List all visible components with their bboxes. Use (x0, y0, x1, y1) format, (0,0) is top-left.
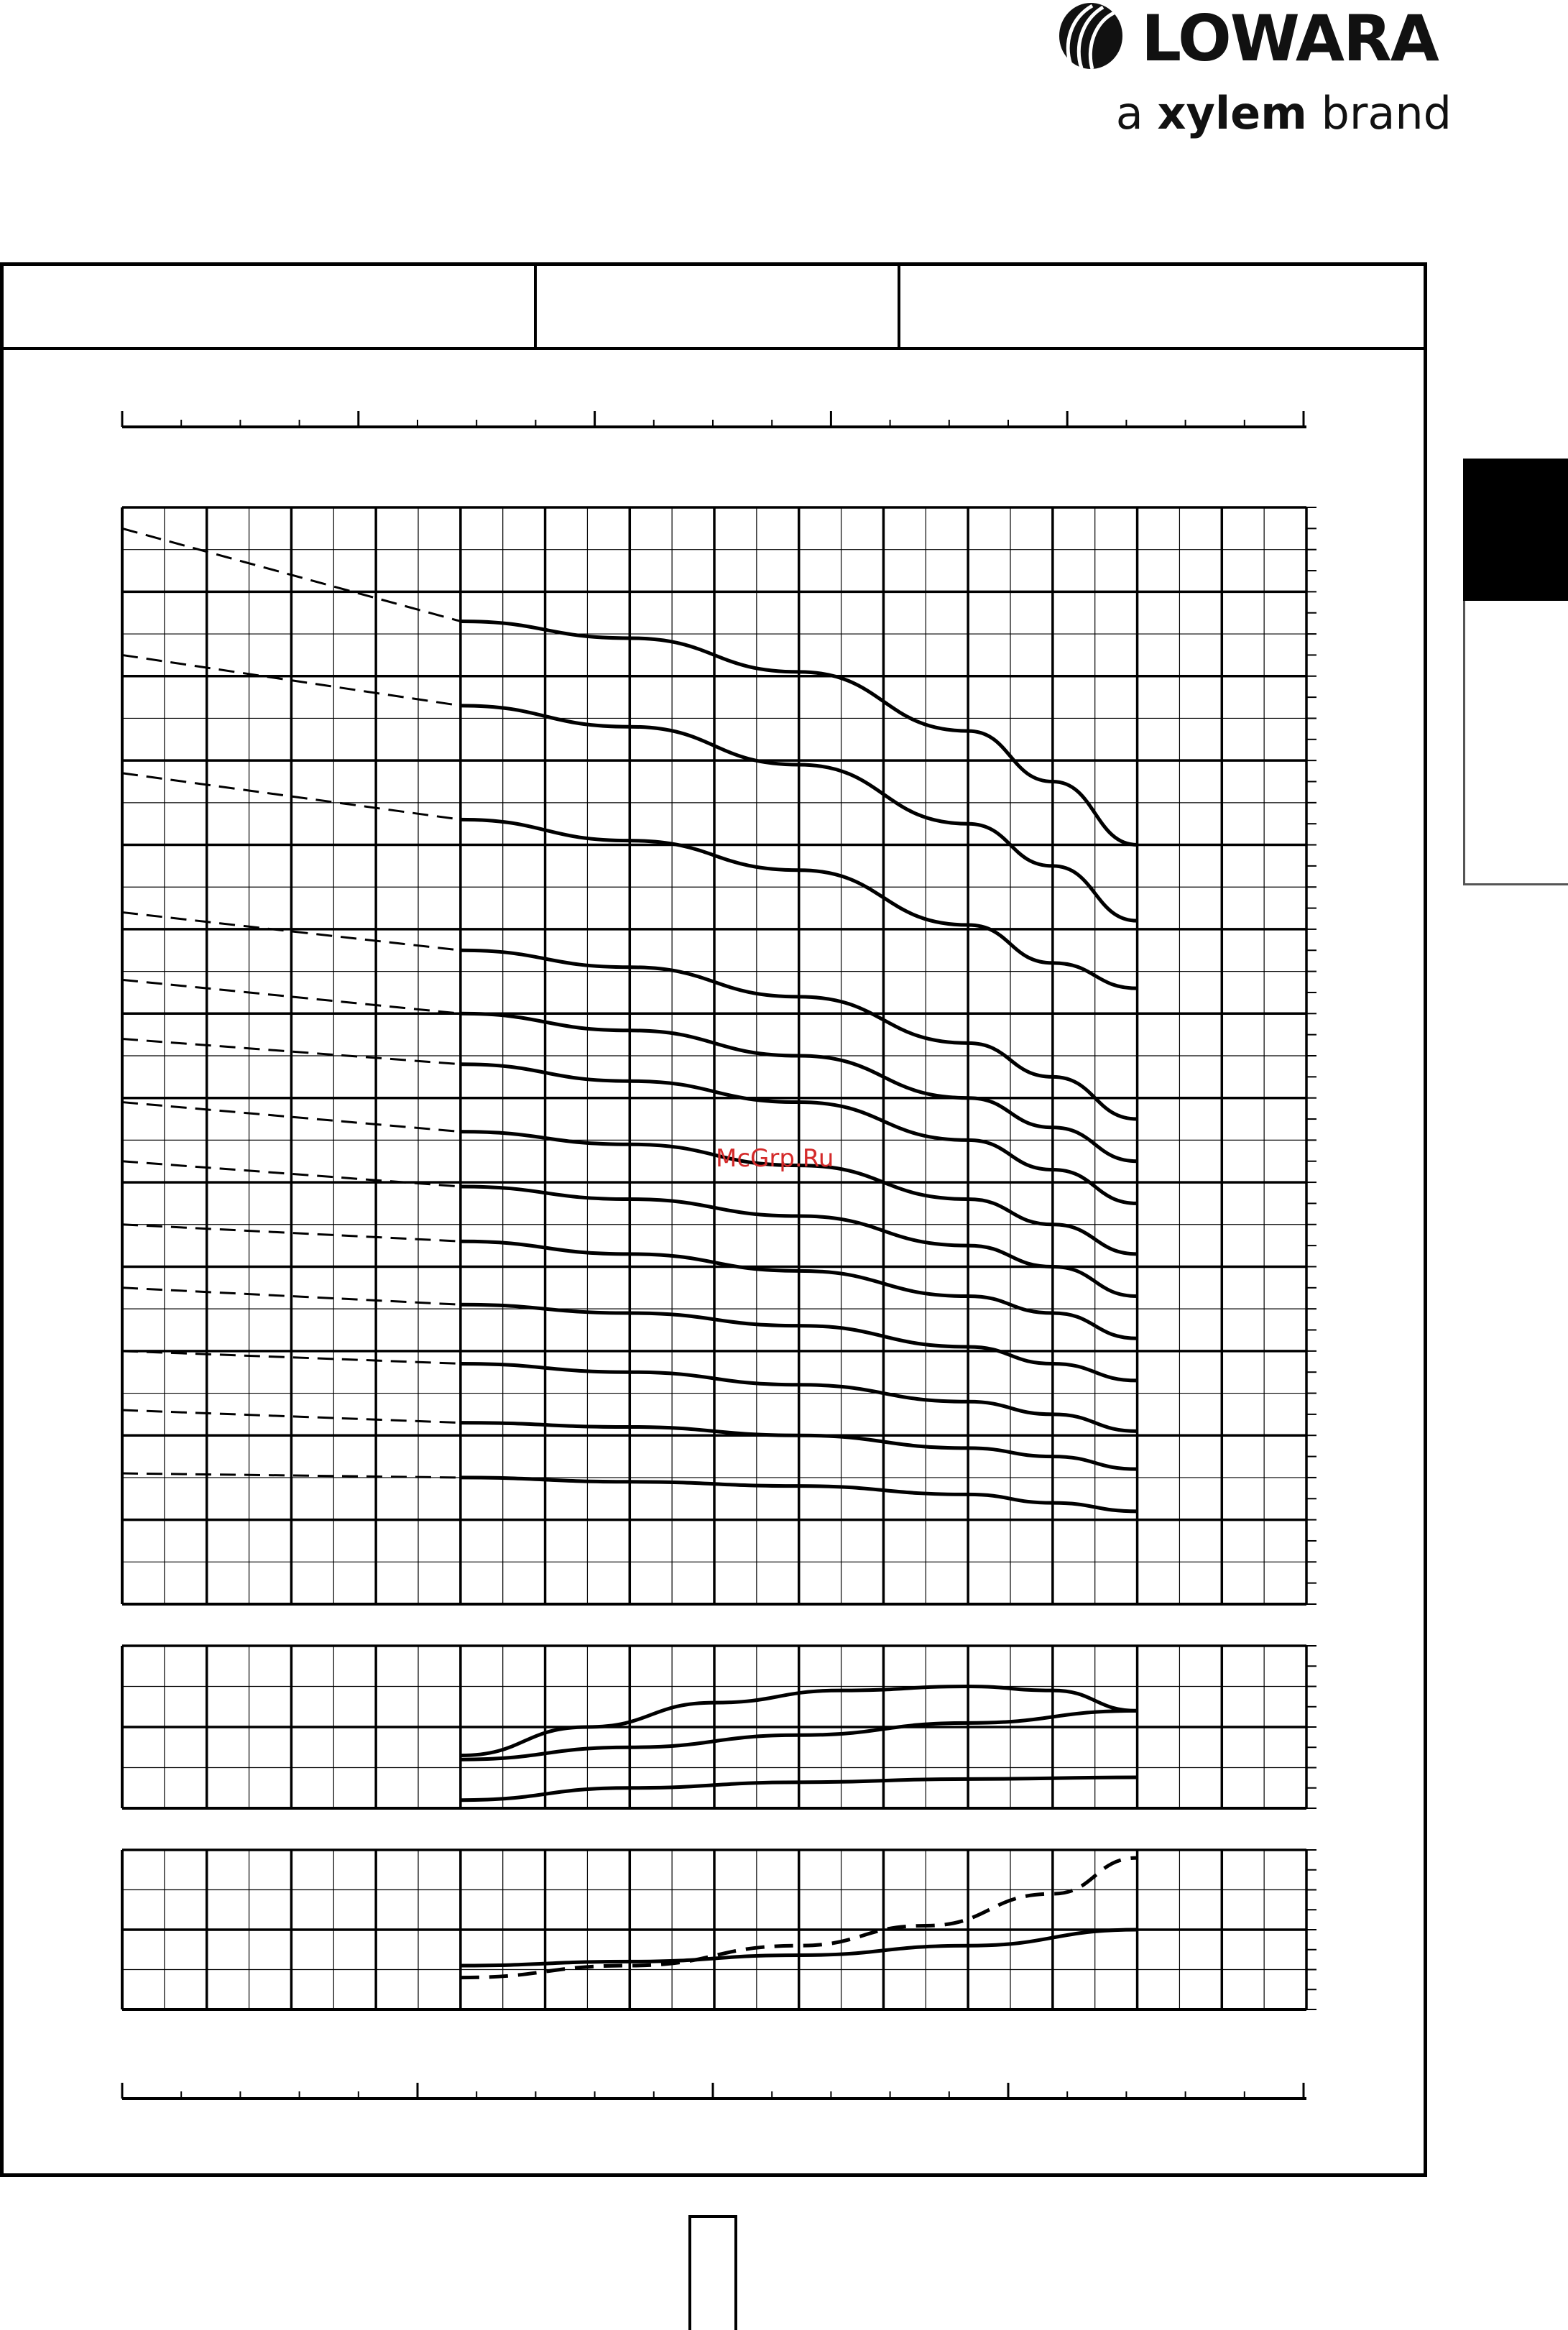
head-curve-13-extension (121, 1472, 461, 1479)
head-curve-8-extension (121, 1160, 461, 1188)
head-curve-7 (460, 1130, 1138, 1256)
head-curve-3-extension (121, 772, 461, 821)
head-curve-6 (460, 1062, 1138, 1205)
head-curve-11 (460, 1361, 1138, 1433)
head-curve-9 (460, 1239, 1138, 1340)
head-curve-2-extension (121, 653, 461, 707)
head-curve-12 (460, 1421, 1138, 1471)
bottom-curve-1 (460, 1928, 1138, 1968)
header-divider (4, 347, 1424, 350)
head-curve-3 (460, 817, 1138, 990)
head-curve-5-extension (121, 978, 461, 1015)
data-sheet-frame (0, 262, 1427, 2177)
head-curve-10 (460, 1302, 1138, 1383)
head-curve-4 (460, 948, 1138, 1121)
head-curve-10-extension (121, 1286, 461, 1306)
bottom-curve-2 (460, 1856, 1138, 1980)
brand-logo: LOWARA a xylem brand (1049, 0, 1452, 151)
lowara-swirl-icon (1059, 3, 1122, 70)
head-curve-13 (460, 1475, 1138, 1514)
head-curve-9-extension (121, 1223, 461, 1243)
watermark-text: McGrp.Ru (716, 1144, 834, 1173)
header-cell-1 (4, 266, 537, 347)
section-tab (1463, 601, 1568, 885)
head-curve-8 (460, 1184, 1138, 1299)
head-curve-5 (460, 1011, 1138, 1164)
head-curve-11-extension (121, 1350, 461, 1365)
head-curve-12-extension (121, 1409, 461, 1424)
head-curve-1-extension (121, 527, 461, 622)
head-curve-7-extension (121, 1101, 461, 1133)
middle-curve-3 (460, 1775, 1138, 1802)
section-tab-active (1463, 459, 1568, 601)
middle-curve-2 (460, 1708, 1138, 1762)
header-cell-2 (537, 266, 900, 347)
head-curve-6-extension (121, 1038, 461, 1066)
head-curve-2 (460, 704, 1138, 923)
page-number-box (688, 2215, 737, 2330)
brand-name: LOWARA (1141, 1, 1439, 75)
brand-tagline: a xylem brand (1115, 87, 1452, 139)
head-curve-4-extension (121, 911, 461, 952)
middle-curve-1 (460, 1684, 1138, 1758)
head-curve-1 (460, 619, 1138, 847)
